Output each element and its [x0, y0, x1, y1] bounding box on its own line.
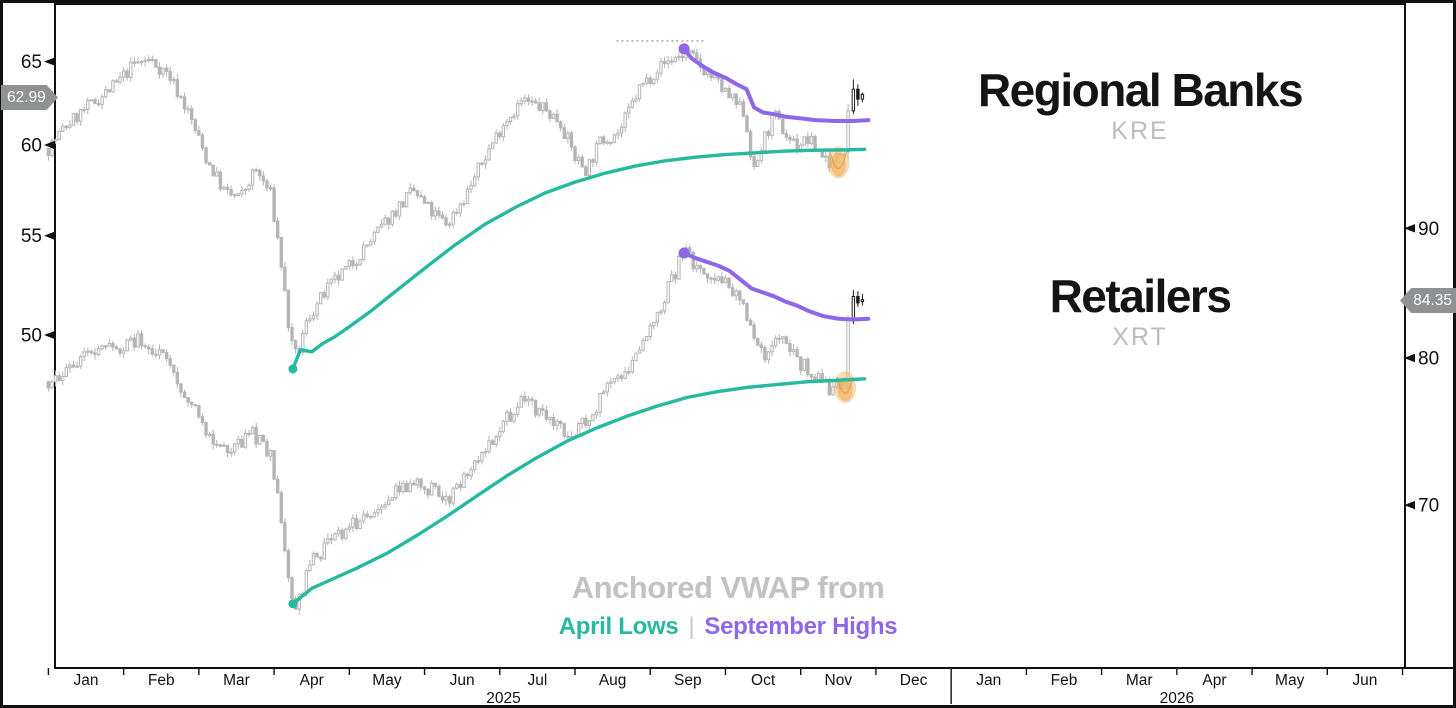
svg-text:May: May [1275, 672, 1305, 689]
svg-text:Mar: Mar [1126, 672, 1153, 689]
svg-text:Feb: Feb [148, 672, 175, 689]
kre-vwap-april-lows-anchor-dot [288, 364, 298, 374]
xrt-vwap-september-highs-anchor-dot [678, 247, 690, 259]
svg-text:65: 65 [21, 52, 42, 73]
svg-text:70: 70 [1418, 496, 1439, 517]
svg-text:Apr: Apr [1202, 672, 1226, 689]
svg-text:2026: 2026 [1160, 690, 1194, 707]
svg-text:Jan: Jan [74, 672, 99, 689]
svg-text:Mar: Mar [223, 672, 250, 689]
kre-vwap-april-lows [291, 147, 867, 371]
svg-text:Feb: Feb [1051, 672, 1078, 689]
svg-text:Apr: Apr [300, 672, 324, 689]
xrt-highlight-blob [834, 371, 857, 404]
svg-text:May: May [372, 672, 402, 689]
svg-text:Nov: Nov [825, 672, 853, 689]
svg-text:2025: 2025 [486, 690, 520, 707]
svg-text:55: 55 [21, 226, 42, 247]
kre-vwap-september-highs-anchor-dot [678, 43, 690, 55]
svg-text:Jun: Jun [450, 672, 475, 689]
svg-text:80: 80 [1418, 349, 1439, 370]
svg-text:50: 50 [21, 326, 42, 347]
svg-text:Jun: Jun [1352, 672, 1377, 689]
xrt-vwap-april-lows [291, 377, 867, 606]
xrt-last-price-badge: 84.35 [1400, 288, 1456, 313]
kre-candles [46, 48, 865, 356]
kre-vwap-september-highs [682, 46, 871, 123]
svg-text:Jul: Jul [527, 672, 547, 689]
svg-text:90: 90 [1418, 219, 1439, 240]
kre-series [46, 40, 871, 374]
xrt-series [46, 244, 871, 615]
kre-highlight-blob [827, 146, 850, 179]
svg-text:Oct: Oct [751, 672, 776, 689]
xrt-vwap-april-lows-anchor-dot [288, 599, 298, 609]
svg-text:Jan: Jan [976, 672, 1001, 689]
kre-last-price-badge: 62.99 [1, 85, 58, 110]
xrt-vwap-september-highs [682, 251, 871, 322]
svg-text:60: 60 [21, 136, 42, 157]
y-axes: 65 60 55 50 90 80 70 [21, 52, 1439, 516]
series-layer [46, 40, 871, 615]
svg-text:Aug: Aug [599, 672, 627, 689]
svg-text:Sep: Sep [674, 672, 702, 689]
x-axis: Jan Feb Mar Apr May Jun Jul Aug Sep Oct Nov Dec Jan F… [47, 668, 1404, 707]
svg-text:Dec: Dec [900, 672, 928, 689]
xrt-candles [46, 244, 865, 615]
